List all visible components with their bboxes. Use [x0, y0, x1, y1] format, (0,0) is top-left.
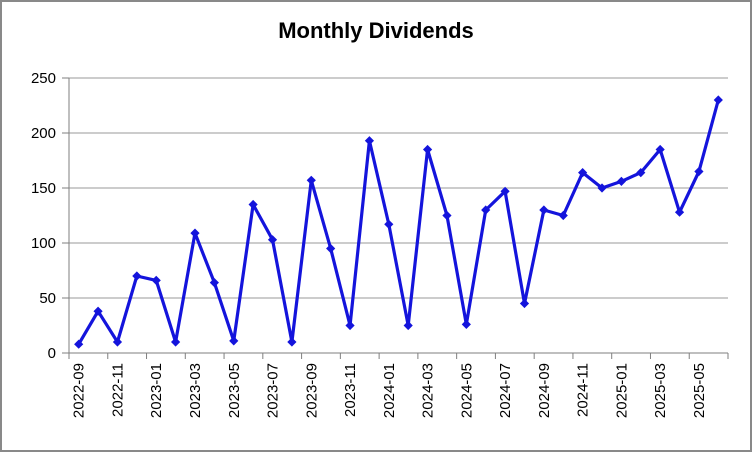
data-point-marker	[112, 337, 123, 347]
x-tick-label: 2023-01	[148, 363, 165, 418]
data-point-marker	[461, 319, 471, 329]
x-tick-label: 2023-11	[342, 363, 359, 417]
chart-title: Monthly Dividends	[278, 18, 474, 43]
data-point-marker	[384, 219, 394, 229]
x-tick-label: 2022-11	[109, 363, 126, 417]
data-point-marker	[190, 228, 200, 238]
data-point-marker	[519, 298, 530, 309]
x-tick-label: 2024-11	[575, 363, 592, 417]
data-point-marker	[248, 199, 258, 210]
x-tick-label: 2025-01	[613, 363, 630, 418]
data-point-marker	[597, 183, 607, 193]
data-point-marker	[655, 144, 665, 155]
data-point-marker	[578, 168, 588, 178]
series-line	[77, 98, 720, 346]
data-point-marker	[267, 235, 278, 245]
data-point-marker	[326, 243, 336, 254]
y-tick-label: 100	[31, 235, 56, 252]
data-point-marker	[422, 144, 433, 155]
x-tick-label: 2024-07	[497, 363, 514, 418]
data-point-marker	[713, 95, 723, 105]
x-tick-label: 2024-03	[420, 363, 437, 418]
data-point-marker	[364, 136, 375, 146]
data-point-marker	[151, 275, 161, 285]
data-point-marker	[74, 339, 84, 349]
x-tick-label: 2023-07	[265, 363, 282, 418]
y-tick-label: 50	[39, 290, 56, 307]
data-point-marker	[287, 337, 297, 347]
data-point-marker	[171, 337, 181, 347]
data-point-marker	[345, 320, 355, 331]
data-point-marker	[500, 186, 510, 196]
x-tick-label: 2024-01	[381, 363, 398, 418]
data-point-marker	[306, 175, 316, 185]
x-tick-label: 2024-09	[536, 363, 553, 418]
y-tick-label: 250	[31, 70, 56, 87]
y-tick-label: 150	[31, 180, 56, 197]
x-tick-label: 2025-03	[652, 363, 669, 418]
y-tick-label: 200	[31, 125, 56, 142]
x-tick-label: 2023-05	[226, 363, 243, 418]
data-point-marker	[674, 207, 685, 217]
data-point-marker	[616, 176, 626, 186]
x-tick-label: 2022-09	[71, 363, 88, 418]
data-point-marker	[209, 278, 219, 288]
data-point-marker	[636, 168, 646, 178]
data-point-marker	[558, 210, 568, 221]
x-tick-label: 2023-09	[303, 363, 320, 418]
x-tick-label: 2023-03	[187, 363, 204, 418]
data-point-marker	[694, 166, 704, 177]
x-tick-label: 2024-05	[458, 363, 475, 418]
x-tick-label: 2025-05	[691, 363, 708, 418]
y-tick-label: 0	[48, 345, 56, 362]
data-point-marker	[539, 205, 549, 215]
data-point-marker	[403, 320, 413, 331]
data-point-marker	[93, 306, 103, 316]
data-point-marker	[229, 336, 239, 346]
data-point-marker	[132, 271, 142, 281]
data-point-marker	[481, 205, 491, 215]
data-point-marker	[442, 210, 452, 221]
